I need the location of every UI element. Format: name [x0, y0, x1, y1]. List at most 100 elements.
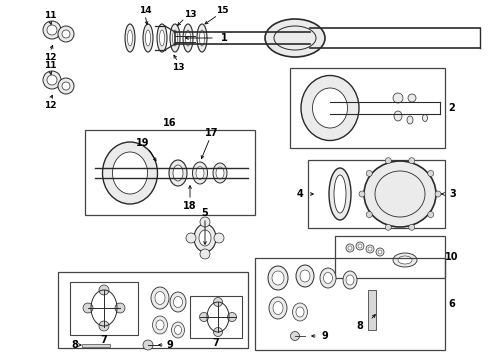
- Circle shape: [393, 93, 403, 103]
- Text: 9: 9: [167, 340, 173, 350]
- Text: 3: 3: [450, 189, 456, 199]
- Ellipse shape: [398, 256, 412, 264]
- Ellipse shape: [346, 275, 354, 285]
- Ellipse shape: [296, 265, 314, 287]
- Circle shape: [385, 158, 391, 164]
- Bar: [308, 160, 445, 228]
- Circle shape: [291, 332, 299, 341]
- Circle shape: [186, 233, 196, 243]
- Ellipse shape: [127, 30, 132, 46]
- Circle shape: [378, 250, 382, 254]
- Text: 2: 2: [449, 103, 455, 113]
- Circle shape: [200, 217, 210, 227]
- Circle shape: [62, 30, 70, 38]
- Circle shape: [99, 321, 109, 331]
- Circle shape: [366, 170, 372, 176]
- Text: 12: 12: [44, 100, 56, 109]
- Circle shape: [435, 191, 441, 197]
- Text: 16: 16: [163, 118, 177, 128]
- Circle shape: [376, 248, 384, 256]
- Ellipse shape: [197, 24, 207, 52]
- Circle shape: [428, 212, 434, 217]
- Circle shape: [47, 25, 57, 35]
- Circle shape: [428, 170, 434, 176]
- Text: 18: 18: [183, 201, 197, 211]
- Text: 10: 10: [445, 252, 459, 262]
- Ellipse shape: [274, 26, 316, 50]
- Ellipse shape: [143, 24, 153, 52]
- Text: 9: 9: [321, 331, 328, 341]
- Bar: [85, 130, 255, 215]
- Circle shape: [408, 94, 416, 102]
- Ellipse shape: [186, 30, 191, 46]
- Ellipse shape: [169, 160, 187, 186]
- Ellipse shape: [334, 175, 346, 213]
- Ellipse shape: [170, 24, 180, 52]
- Ellipse shape: [323, 273, 333, 284]
- Ellipse shape: [313, 88, 347, 128]
- Ellipse shape: [160, 30, 165, 46]
- Circle shape: [227, 312, 237, 321]
- Ellipse shape: [216, 167, 224, 179]
- Ellipse shape: [293, 303, 308, 321]
- Ellipse shape: [102, 142, 157, 204]
- Ellipse shape: [273, 302, 283, 315]
- Ellipse shape: [146, 30, 150, 46]
- Ellipse shape: [296, 307, 304, 317]
- Ellipse shape: [301, 76, 359, 140]
- Ellipse shape: [156, 320, 164, 330]
- Circle shape: [58, 78, 74, 94]
- Text: 12: 12: [44, 53, 56, 62]
- Ellipse shape: [199, 230, 211, 246]
- Ellipse shape: [172, 322, 185, 338]
- Ellipse shape: [170, 292, 186, 312]
- Circle shape: [99, 285, 109, 295]
- Circle shape: [214, 328, 222, 337]
- Bar: [58, 272, 248, 348]
- Text: 17: 17: [205, 128, 219, 138]
- Ellipse shape: [151, 287, 169, 309]
- Ellipse shape: [157, 24, 167, 52]
- Circle shape: [348, 246, 352, 250]
- Ellipse shape: [196, 166, 204, 180]
- Circle shape: [409, 224, 415, 230]
- Circle shape: [358, 244, 362, 248]
- Text: 5: 5: [201, 208, 208, 218]
- Circle shape: [359, 191, 365, 197]
- Text: 11: 11: [44, 60, 56, 69]
- Text: 6: 6: [449, 299, 455, 309]
- Text: 8: 8: [357, 321, 364, 331]
- Ellipse shape: [329, 168, 351, 220]
- Ellipse shape: [320, 268, 336, 288]
- Circle shape: [43, 21, 61, 39]
- Ellipse shape: [268, 266, 288, 290]
- Circle shape: [366, 212, 372, 217]
- Bar: [335, 236, 445, 278]
- Circle shape: [115, 303, 125, 313]
- Bar: [290, 68, 445, 148]
- Ellipse shape: [193, 162, 207, 184]
- Ellipse shape: [343, 271, 357, 289]
- Text: 4: 4: [296, 189, 303, 199]
- Bar: [368, 290, 376, 330]
- Ellipse shape: [194, 224, 216, 252]
- Ellipse shape: [272, 271, 284, 285]
- Circle shape: [385, 224, 391, 230]
- Text: 11: 11: [44, 10, 56, 19]
- Bar: [70, 282, 138, 335]
- Text: 14: 14: [139, 5, 151, 14]
- Text: 1: 1: [220, 33, 227, 43]
- Ellipse shape: [173, 165, 183, 181]
- Text: 13: 13: [172, 63, 184, 72]
- Circle shape: [356, 242, 364, 250]
- Ellipse shape: [375, 171, 425, 217]
- Ellipse shape: [173, 297, 182, 307]
- Circle shape: [200, 249, 210, 259]
- Ellipse shape: [364, 161, 436, 227]
- Text: 7: 7: [100, 335, 107, 345]
- Circle shape: [43, 71, 61, 89]
- Bar: [82, 344, 110, 347]
- Circle shape: [409, 158, 415, 164]
- Ellipse shape: [172, 30, 177, 46]
- Circle shape: [47, 75, 57, 85]
